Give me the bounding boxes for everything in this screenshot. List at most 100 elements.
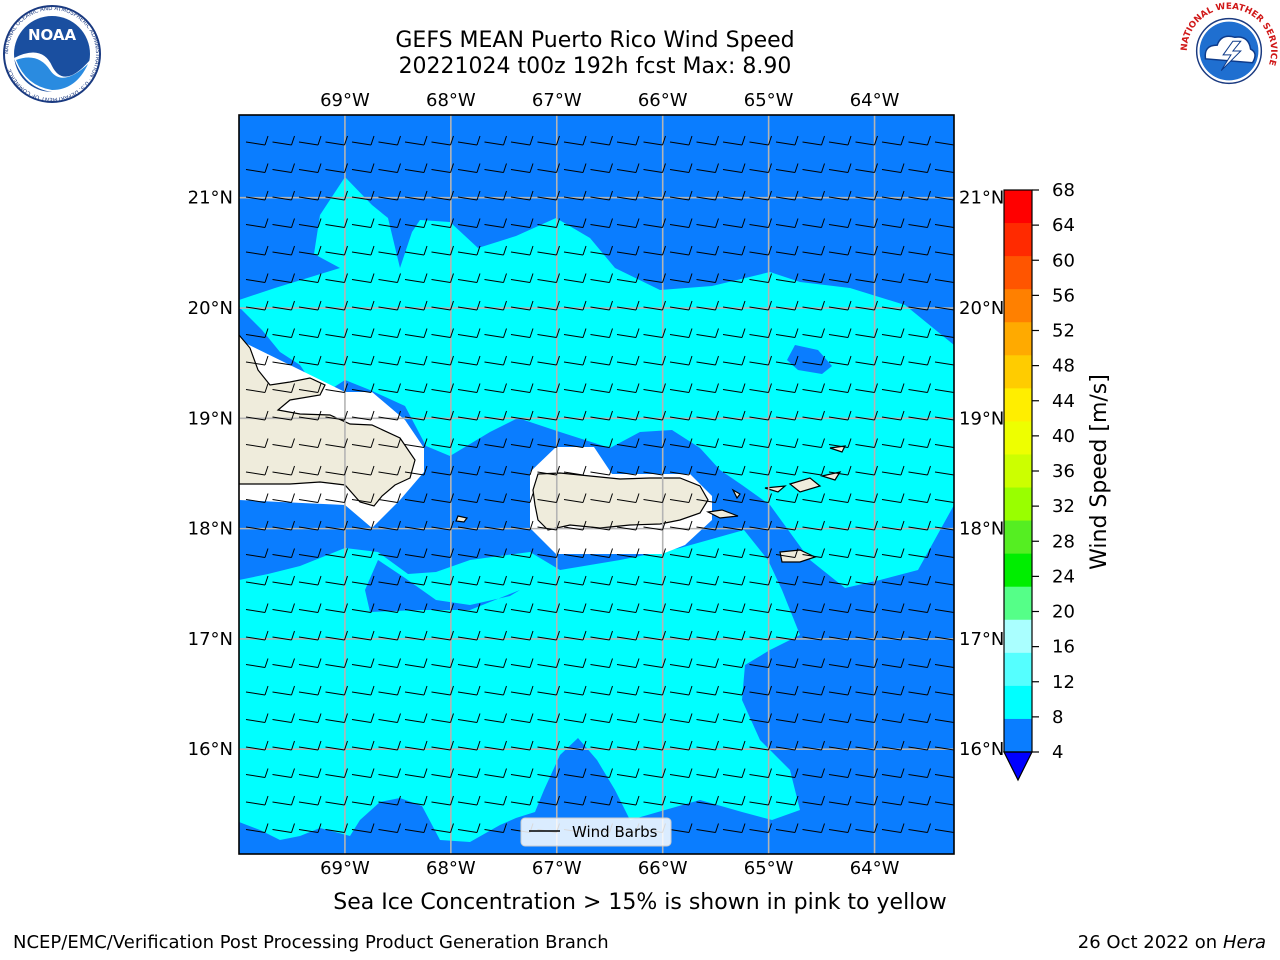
wind-barb xyxy=(590,163,613,173)
wind-barb xyxy=(696,273,719,283)
wind-barb xyxy=(590,575,613,586)
wind-barb xyxy=(351,245,375,256)
wind-barb xyxy=(775,328,799,338)
wind-barb xyxy=(298,603,322,613)
wind-barb xyxy=(325,685,348,696)
wind-barb xyxy=(855,520,878,531)
wind-barb xyxy=(431,795,454,806)
wind-barbs xyxy=(245,135,954,833)
wind-barb xyxy=(934,554,954,558)
wind-barb xyxy=(245,685,269,696)
wind-barb xyxy=(298,493,322,503)
lon-label-top: 67°W xyxy=(532,90,582,111)
map-area xyxy=(239,115,954,854)
wind-barb xyxy=(669,658,693,668)
wind-barb xyxy=(404,190,428,201)
colorbar-tick-label: 52 xyxy=(1052,321,1075,342)
wind-barb xyxy=(245,603,269,613)
wind-barb xyxy=(908,768,931,778)
colorbar-segment xyxy=(1004,652,1032,687)
wind-barb xyxy=(669,548,693,558)
wind-barb xyxy=(510,190,534,201)
wind-barb xyxy=(775,273,799,283)
wind-barb xyxy=(325,245,348,256)
wind-barb xyxy=(616,135,640,146)
wind-barb xyxy=(378,658,401,668)
wind-barb xyxy=(431,245,454,256)
wind-barb xyxy=(378,300,401,311)
wind-barb xyxy=(934,306,954,311)
wind-barb xyxy=(908,520,931,531)
lat-label-right: 16°N xyxy=(959,739,1004,760)
wind-barb xyxy=(828,823,852,833)
wind-barb xyxy=(590,658,613,668)
wind-barb xyxy=(616,383,640,393)
wind-barb xyxy=(298,135,322,146)
wind-barb xyxy=(590,383,613,393)
wind-barb xyxy=(537,383,560,393)
wind-barb xyxy=(325,218,348,228)
wind-barb xyxy=(325,355,348,366)
wind-barb xyxy=(881,520,905,531)
latitude-labels: 21°N 21°N 20°N 20°N 19°N 19°N 18°N 18°N 17°N 17°N… xyxy=(188,188,1005,760)
wind-barb xyxy=(775,768,799,778)
wind-barb xyxy=(510,548,534,558)
wind-barb xyxy=(537,685,560,696)
footer-date-text: 26 Oct 2022 on xyxy=(1077,932,1223,953)
wind-barb xyxy=(298,713,322,723)
wind-barb xyxy=(696,355,719,366)
wind-barb xyxy=(245,493,269,503)
wind-barb xyxy=(563,135,587,146)
wind-barb xyxy=(484,575,507,586)
wind-barb xyxy=(855,823,878,833)
wind-barb xyxy=(881,163,905,173)
wind-barb xyxy=(855,630,878,641)
wind-barb xyxy=(563,768,587,778)
wind-barb xyxy=(457,245,481,256)
wind-barb xyxy=(484,740,507,751)
colorbar-segment xyxy=(1004,586,1032,621)
wind-barb xyxy=(431,685,454,696)
colorbar-segment xyxy=(1004,355,1032,389)
wind-barb xyxy=(510,768,534,778)
wind-barb xyxy=(696,438,719,448)
colorbar: 68 64 60 56 52 48 44 40 36 32 28 24 20 16 12 8 4 xyxy=(1003,180,1075,782)
wind-barb xyxy=(616,190,640,201)
wind-barb xyxy=(431,190,454,201)
wind-barb xyxy=(802,328,825,338)
wind-barb xyxy=(749,438,772,448)
colorbar-segment xyxy=(1004,553,1032,588)
wind-barb xyxy=(881,300,905,311)
wind-barb xyxy=(696,300,719,311)
wind-barb xyxy=(881,273,905,283)
wind-barb xyxy=(404,218,428,228)
wind-barb xyxy=(272,135,295,146)
colorbar-tick-label: 64 xyxy=(1052,215,1075,236)
wind-barb xyxy=(537,740,560,751)
wind-barb xyxy=(404,823,428,833)
wind-barb xyxy=(298,548,322,558)
wind-barb xyxy=(272,300,295,311)
wind-barb xyxy=(351,768,375,778)
wind-barb xyxy=(563,355,587,366)
wind-barb xyxy=(855,713,878,723)
wind-barb xyxy=(457,713,481,723)
wind-barb xyxy=(669,520,693,531)
wind-barb xyxy=(881,768,905,778)
wind-barb xyxy=(272,410,295,421)
wind-barb xyxy=(722,383,746,393)
wind-barb xyxy=(325,300,348,311)
wind-barb xyxy=(457,190,481,201)
wind-barb xyxy=(484,328,507,338)
wind-barb xyxy=(245,658,269,668)
lon-label-bottom: 69°W xyxy=(320,858,370,879)
wind-barb xyxy=(351,410,375,421)
lat-label-left: 18°N xyxy=(188,519,233,540)
wind-barb xyxy=(537,163,560,173)
wind-barb xyxy=(722,575,746,586)
wind-barb xyxy=(351,520,375,531)
lat-label-left: 20°N xyxy=(188,298,233,319)
wind-barb xyxy=(457,355,481,366)
wind-barb xyxy=(537,328,560,338)
wind-barb xyxy=(563,685,587,696)
